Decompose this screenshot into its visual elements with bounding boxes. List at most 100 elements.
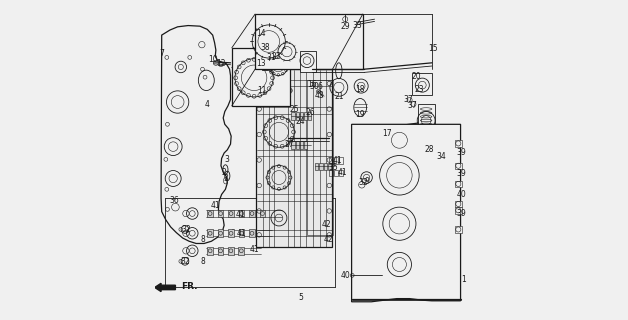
Text: 8: 8 (201, 258, 205, 267)
Bar (320, 163, 323, 170)
Bar (323, 163, 327, 170)
Bar (207, 247, 213, 255)
Text: 26: 26 (305, 108, 315, 117)
Text: 41: 41 (332, 156, 342, 165)
Bar (291, 112, 295, 120)
Text: 41: 41 (236, 210, 245, 219)
Bar (296, 141, 299, 148)
Bar (228, 229, 234, 237)
Bar (418, 104, 435, 137)
Text: 41: 41 (337, 168, 347, 177)
Text: 9: 9 (364, 177, 369, 186)
Text: 32: 32 (359, 179, 368, 188)
Text: 24: 24 (296, 117, 305, 126)
Bar (455, 201, 462, 207)
Polygon shape (352, 124, 460, 302)
Bar (340, 157, 344, 164)
Bar (315, 163, 318, 170)
Text: 15: 15 (429, 44, 438, 53)
Text: 40: 40 (341, 271, 350, 280)
Text: 41: 41 (249, 245, 259, 254)
Text: 37: 37 (403, 95, 413, 104)
Bar (455, 207, 462, 213)
Text: 35: 35 (329, 163, 338, 172)
Bar (455, 163, 462, 169)
Text: 40: 40 (457, 190, 466, 199)
Text: 11: 11 (257, 86, 267, 95)
Bar (228, 247, 234, 255)
Text: 39: 39 (457, 169, 466, 178)
Polygon shape (161, 26, 231, 244)
Bar (249, 210, 255, 217)
Bar (304, 112, 307, 120)
Text: 2: 2 (222, 168, 227, 177)
Text: 3: 3 (225, 155, 229, 164)
Bar (329, 157, 333, 164)
Bar (228, 210, 234, 217)
Bar (340, 170, 344, 176)
Text: 43: 43 (315, 91, 325, 100)
Bar (218, 247, 224, 255)
Bar (207, 210, 213, 217)
Text: 30: 30 (309, 82, 319, 91)
Text: 14: 14 (257, 29, 266, 38)
Bar (218, 229, 224, 237)
Bar (218, 210, 224, 217)
Text: 32: 32 (181, 225, 191, 234)
Text: 36: 36 (169, 196, 179, 205)
Text: 31: 31 (266, 53, 276, 62)
Text: 27: 27 (284, 140, 294, 148)
Bar (239, 229, 244, 237)
Text: 39: 39 (457, 209, 466, 218)
Text: 18: 18 (355, 85, 365, 94)
Bar (307, 80, 333, 235)
Text: 20: 20 (411, 72, 421, 81)
Text: 12: 12 (216, 59, 225, 68)
Bar (207, 229, 213, 237)
Bar (304, 141, 307, 148)
Text: 22: 22 (271, 52, 281, 61)
Bar (259, 210, 266, 217)
Bar (300, 112, 303, 120)
Bar (291, 141, 295, 148)
Text: 13: 13 (257, 59, 266, 68)
Text: 33: 33 (352, 21, 362, 30)
Text: 1: 1 (461, 275, 465, 284)
Bar (300, 141, 303, 148)
Bar (455, 181, 462, 187)
Text: 21: 21 (334, 92, 344, 101)
FancyArrow shape (154, 283, 175, 292)
Text: 42: 42 (322, 220, 331, 229)
Text: 16: 16 (307, 80, 317, 89)
Bar (262, 63, 268, 70)
Bar (455, 226, 462, 233)
Text: FR.: FR. (181, 282, 197, 291)
Text: 4: 4 (204, 100, 209, 109)
Text: 32: 32 (180, 257, 190, 266)
Bar (308, 112, 311, 120)
Bar (249, 229, 255, 237)
Bar (255, 14, 363, 69)
Text: 7: 7 (160, 49, 164, 58)
Text: 41: 41 (237, 229, 246, 238)
Text: 5: 5 (299, 292, 304, 301)
Text: 29: 29 (340, 22, 350, 31)
Bar (334, 157, 338, 164)
Text: 8: 8 (201, 235, 205, 244)
Text: 41: 41 (211, 201, 220, 210)
Text: 39: 39 (457, 148, 466, 156)
Text: 6: 6 (317, 82, 322, 91)
Text: 42: 42 (323, 235, 333, 244)
Text: 34: 34 (436, 152, 446, 161)
Text: 28: 28 (425, 145, 434, 154)
Bar (300, 51, 317, 72)
Bar (328, 163, 331, 170)
Text: 19: 19 (355, 110, 365, 119)
Text: 17: 17 (382, 129, 391, 138)
Text: 10: 10 (208, 55, 218, 64)
Text: 3: 3 (223, 174, 228, 183)
Bar (329, 170, 333, 176)
Bar (239, 247, 244, 255)
Text: 37: 37 (407, 101, 417, 110)
Bar (334, 170, 338, 176)
